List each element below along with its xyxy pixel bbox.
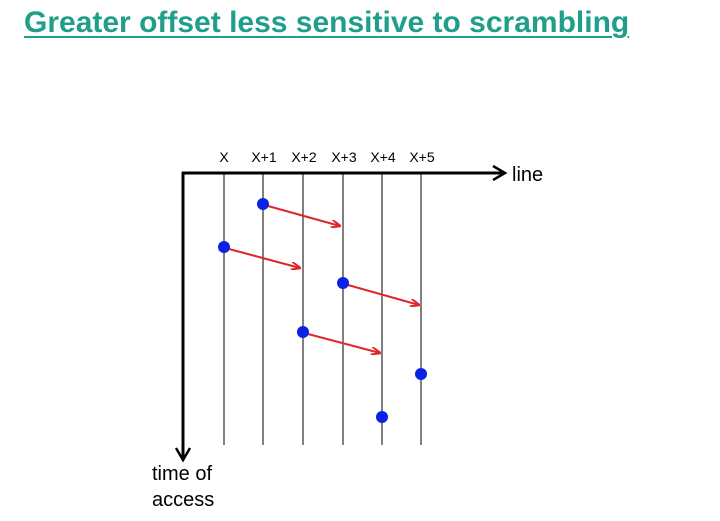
access-point [257,198,269,210]
access-point [297,326,309,338]
slide-title: Greater offset less sensitive to scrambl… [24,6,630,39]
prefetch-arrow [347,284,419,305]
x-axis-arrowhead [492,164,508,182]
prefetch-arrows [228,205,419,353]
column-label: X+1 [251,149,277,165]
prefetch-arrow [307,333,380,353]
column-lines [223,173,422,445]
access-point [376,411,388,423]
axes [174,164,508,463]
access-point [415,368,427,380]
column-label: X+2 [291,149,317,165]
access-point [337,277,349,289]
column-label: X+4 [370,149,396,165]
x-axis-label: line [512,164,543,186]
access-point [218,241,230,253]
y-axis-label: access [152,489,214,511]
prefetch-arrow [228,248,300,268]
access-points [218,198,427,423]
column-label: X+3 [331,149,357,165]
column-label: X [219,149,229,165]
y-axis-label: time of [152,463,212,485]
column-label: X+5 [409,149,435,165]
y-axis-arrowhead [174,447,192,463]
column-labels: X X+1 X+2 X+3 X+4 X+5 [219,149,435,165]
prefetch-arrow [267,205,340,226]
